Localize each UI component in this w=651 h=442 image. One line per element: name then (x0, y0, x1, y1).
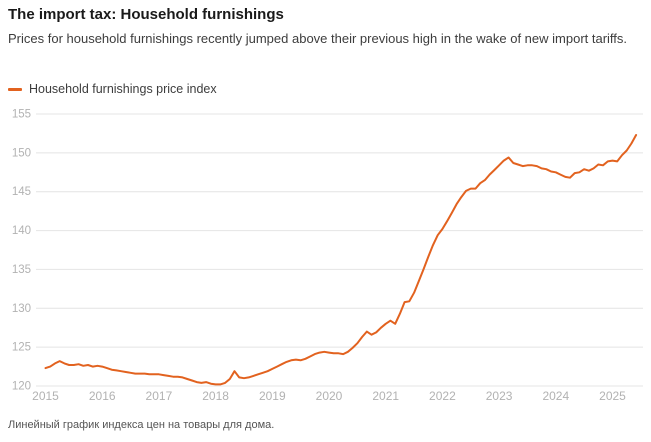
y-tick-label-155: 155 (12, 109, 31, 121)
x-tick-label-2020: 2020 (316, 389, 343, 403)
x-tick-label-2022: 2022 (429, 389, 456, 403)
x-tick-label-2016: 2016 (89, 389, 116, 403)
y-tick-label-145: 145 (12, 186, 31, 198)
y-tick-label-150: 150 (12, 147, 31, 159)
page-title: The import tax: Household furnishings (8, 6, 284, 23)
chart-legend: Household furnishings price index (8, 82, 217, 96)
legend-series-label: Household furnishings price index (29, 82, 217, 96)
price-index-line (44, 134, 638, 386)
x-tick-label-2021: 2021 (372, 389, 399, 403)
y-tick-label-135: 135 (12, 264, 31, 276)
chart-caption: Линейный график индекса цен на товары дл… (8, 419, 275, 431)
x-tick-label-2017: 2017 (146, 389, 173, 403)
legend-line-swatch-icon (8, 87, 22, 91)
y-tick-label-140: 140 (12, 225, 31, 237)
x-tick-label-2025: 2025 (599, 389, 626, 403)
y-tick-label-130: 130 (12, 303, 31, 315)
y-tick-label-120: 120 (12, 380, 31, 392)
x-tick-label-2023: 2023 (486, 389, 513, 403)
x-tick-label-2018: 2018 (202, 389, 229, 403)
x-tick-label-2024: 2024 (542, 389, 569, 403)
chart-subtitle: Prices for household furnishings recentl… (8, 31, 628, 46)
x-tick-label-2015: 2015 (32, 389, 59, 403)
x-tick-label-2019: 2019 (259, 389, 286, 403)
y-tick-label-125: 125 (12, 342, 31, 354)
